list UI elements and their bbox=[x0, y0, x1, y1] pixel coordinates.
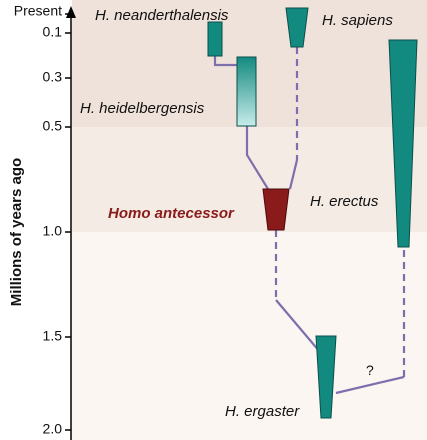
neanderthal-bar bbox=[207, 21, 223, 57]
band-middle bbox=[72, 127, 427, 232]
species-label: H. neanderthalensis bbox=[95, 7, 229, 24]
species-label: H. heidelbergensis bbox=[80, 100, 205, 117]
tick-label: 0.5 bbox=[43, 118, 63, 134]
axis-arrow bbox=[66, 6, 76, 18]
heidelbergensis-bar bbox=[236, 56, 257, 127]
species-label: H. erectus bbox=[310, 193, 379, 210]
link bbox=[275, 299, 321, 353]
link bbox=[288, 159, 299, 190]
antecessor-bar bbox=[262, 188, 290, 231]
tick-label: Present bbox=[14, 3, 62, 19]
tick-label: 2.0 bbox=[43, 421, 63, 437]
question-mark: ? bbox=[366, 362, 374, 378]
tick-label: 1.5 bbox=[43, 328, 63, 344]
axis-label: Millions of years ago bbox=[8, 158, 25, 306]
link bbox=[335, 375, 405, 395]
tick-label: 0.3 bbox=[43, 69, 63, 85]
species-label: Homo antecessor bbox=[108, 205, 235, 222]
species-label: H. sapiens bbox=[322, 12, 393, 29]
erectus-bar bbox=[388, 39, 418, 248]
species-label: H. ergaster bbox=[225, 403, 300, 420]
link bbox=[213, 56, 237, 67]
band-old bbox=[72, 232, 427, 440]
tick-label: 1.0 bbox=[43, 223, 63, 239]
tick-label: 0.1 bbox=[43, 24, 63, 40]
link bbox=[245, 126, 269, 190]
ergaster-bar bbox=[315, 335, 337, 419]
axis-ticks bbox=[65, 13, 71, 431]
sapiens-bar bbox=[285, 7, 309, 48]
